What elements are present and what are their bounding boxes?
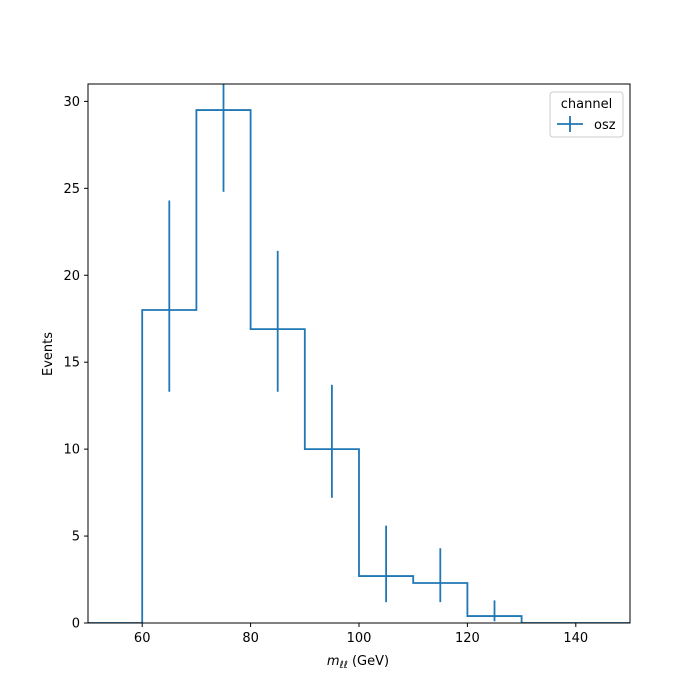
x-axis: 60 80 100 120 140 bbox=[134, 623, 588, 646]
x-tick-label: 120 bbox=[455, 631, 480, 646]
legend-frame bbox=[549, 91, 624, 138]
plot-frame bbox=[87, 83, 631, 624]
x-tick-label: 140 bbox=[563, 631, 588, 646]
y-tick-label: 10 bbox=[63, 443, 80, 458]
legend-entry-osz: osz bbox=[594, 118, 616, 133]
y-tick-label: 20 bbox=[63, 269, 80, 284]
x-tick-label: 80 bbox=[242, 631, 259, 646]
y-tick-label: 25 bbox=[63, 182, 80, 197]
series-osz bbox=[88, 84, 630, 623]
x-tick-label: 60 bbox=[134, 631, 151, 646]
y-tick-label: 0 bbox=[72, 617, 80, 632]
histogram-step-line bbox=[88, 109, 630, 623]
y-axis-label: Events bbox=[41, 332, 56, 376]
plot-area bbox=[88, 84, 630, 623]
x-axis-label: mℓℓ (GeV) bbox=[327, 654, 389, 671]
legend-title: channel bbox=[561, 97, 612, 112]
y-tick-label: 15 bbox=[63, 356, 80, 371]
x-tick-label: 100 bbox=[347, 631, 372, 646]
y-axis: 0 5 10 15 20 25 30 bbox=[63, 95, 88, 632]
y-tick-label: 30 bbox=[63, 95, 80, 110]
legend: channel osz bbox=[549, 91, 624, 138]
y-tick-label: 5 bbox=[72, 530, 80, 545]
